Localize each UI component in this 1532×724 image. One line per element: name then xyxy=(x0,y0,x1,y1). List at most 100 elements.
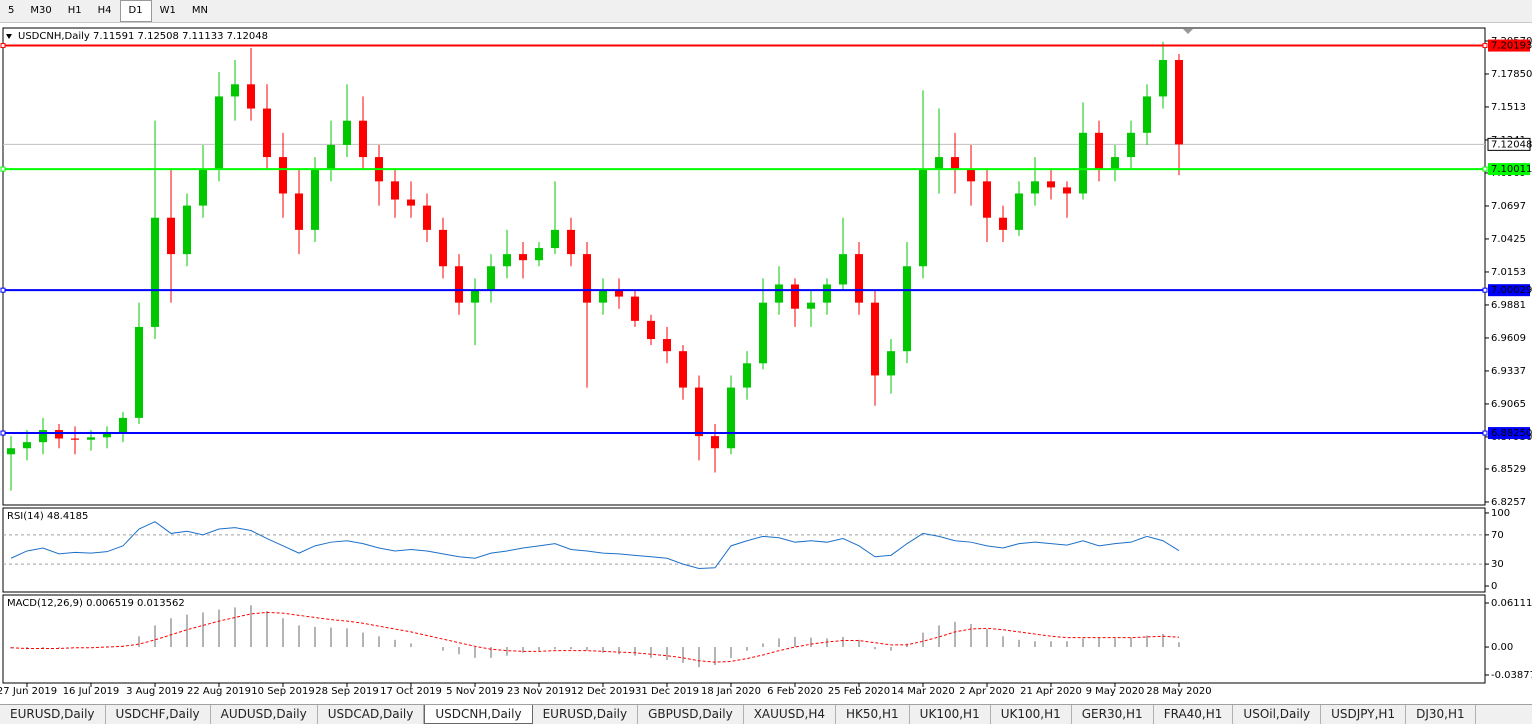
timeframe-button[interactable]: H1 xyxy=(67,5,82,16)
candle-body xyxy=(119,417,127,434)
y-tick-label: 7.0425 xyxy=(1491,234,1526,245)
line-handle xyxy=(1482,430,1488,436)
x-tick-label: 18 Jan 2020 xyxy=(701,686,761,697)
candle-body xyxy=(247,84,255,109)
x-tick-label: 12 Dec 2019 xyxy=(571,686,635,697)
chart-tab[interactable]: USDCAD,Daily xyxy=(318,705,425,724)
x-tick-label: 27 Jun 2019 xyxy=(0,686,57,697)
timeframe-button[interactable]: H4 xyxy=(97,5,112,16)
y-tick-label: 7.17850 xyxy=(1491,69,1532,80)
y-tick-label: 6.9881 xyxy=(1491,300,1526,311)
macd-panel xyxy=(2,594,1486,684)
line-label: 7.10011 xyxy=(1491,164,1532,175)
candle-body xyxy=(295,193,303,230)
candle-body xyxy=(439,229,447,267)
chart-tab[interactable]: USOil,Daily xyxy=(1233,705,1322,724)
candle-body xyxy=(935,157,943,170)
chart-tab[interactable]: UK100,H1 xyxy=(991,705,1072,724)
chart-tab[interactable]: XAUUSD,H4 xyxy=(744,705,837,724)
x-tick-label: 14 Mar 2020 xyxy=(891,686,954,697)
chart-tab[interactable]: USDJPY,H1 xyxy=(1321,705,1407,724)
candle-body xyxy=(999,217,1007,230)
x-tick-label: 17 Oct 2019 xyxy=(380,686,442,697)
candle-body xyxy=(567,229,575,255)
candle-body xyxy=(551,229,559,249)
candle-body xyxy=(1015,193,1023,230)
candle-body xyxy=(471,290,479,303)
chart-tab[interactable]: HK50,H1 xyxy=(836,705,910,724)
candle-body xyxy=(1159,60,1167,97)
chart-tab[interactable]: FRA40,H1 xyxy=(1154,705,1234,724)
x-tick-label: 16 Jul 2019 xyxy=(63,686,120,697)
y-tick-label: 0 xyxy=(1491,581,1497,592)
candle-body xyxy=(71,438,79,440)
candle-body xyxy=(855,254,863,303)
line-label: 7.20193 xyxy=(1491,41,1532,52)
timeframe-toolbar: 5 M30 H1 H4 D1 W1 MN xyxy=(0,0,1532,23)
y-tick-label: 6.9609 xyxy=(1491,333,1526,344)
chart-tabs: EURUSD,Daily USDCHF,Daily AUDUSD,Daily USDC… xyxy=(0,704,1532,724)
x-tick-label: 28 May 2020 xyxy=(1146,686,1211,697)
line-handle xyxy=(0,430,6,436)
candle-body xyxy=(823,284,831,303)
y-tick-label: 0.00 xyxy=(1491,642,1513,653)
candle-body xyxy=(919,169,927,267)
candle-body xyxy=(759,302,767,364)
candle-body xyxy=(1095,132,1103,170)
candle-body xyxy=(599,290,607,303)
chart-tab[interactable]: EURUSD,Daily xyxy=(533,705,639,724)
timeframe-button[interactable]: W1 xyxy=(159,5,176,16)
candle-body xyxy=(183,205,191,255)
timeframe-button[interactable]: MN xyxy=(191,5,208,16)
chart-window: USDCNH,Daily 7.11591 7.12508 7.11133 7.1… xyxy=(0,27,1532,697)
candle-body xyxy=(983,181,991,218)
candle-body xyxy=(23,442,31,449)
candle-body xyxy=(647,320,655,340)
timeframe-button[interactable]: M30 xyxy=(30,5,52,16)
x-tick-label: 6 Feb 2020 xyxy=(767,686,823,697)
candle-body xyxy=(87,437,95,440)
candle-body xyxy=(359,120,367,158)
chart-tab[interactable]: UK100,H1 xyxy=(910,705,991,724)
candle-body xyxy=(519,254,527,261)
chart-tab[interactable]: USDCHF,Daily xyxy=(106,705,211,724)
line-label-box xyxy=(1488,284,1530,297)
candle-body xyxy=(407,199,415,206)
x-tick-label: 21 Apr 2020 xyxy=(1020,686,1082,697)
candle-body xyxy=(55,430,63,439)
chart-tab[interactable]: AUDUSD,Daily xyxy=(211,705,318,724)
rsi-panel xyxy=(2,507,1486,593)
line-label: 6.88250 xyxy=(1491,428,1532,439)
line-handle xyxy=(0,166,6,172)
timeframe-button[interactable]: D1 xyxy=(119,0,152,22)
x-tick-label: 22 Aug 2019 xyxy=(187,686,251,697)
candle-body xyxy=(1175,60,1183,145)
y-tick-label: 6.8257 xyxy=(1491,497,1526,508)
candle-body xyxy=(311,169,319,230)
indicator-title: MACD(12,26,9) 0.006519 0.013562 xyxy=(7,598,185,609)
candle-body xyxy=(679,351,687,388)
x-tick-label: 10 Sep 2019 xyxy=(251,686,314,697)
candle-body xyxy=(743,363,751,388)
candle-body xyxy=(135,326,143,418)
candle-body xyxy=(887,351,895,376)
timeframe-button[interactable]: 5 xyxy=(8,5,15,16)
y-tick-label: 6.9337 xyxy=(1491,366,1526,377)
indicator-title: USDCNH,Daily 7.11591 7.12508 7.11133 7.1… xyxy=(18,31,268,42)
candle-body xyxy=(583,254,591,303)
line-handle xyxy=(1482,166,1488,172)
candle-body xyxy=(775,284,783,303)
candle-body xyxy=(215,96,223,170)
collapse-arrow[interactable] xyxy=(6,34,12,39)
chart-tab[interactable]: DJ30,H1 xyxy=(1406,705,1476,724)
x-tick-label: 23 Nov 2019 xyxy=(507,686,571,697)
signal-line xyxy=(10,611,1180,663)
candle-body xyxy=(1143,96,1151,133)
chart-tab[interactable]: GBPUSD,Daily xyxy=(638,705,744,724)
chart-tab[interactable]: USDCNH,Daily xyxy=(424,705,533,724)
chart-tab[interactable]: EURUSD,Daily xyxy=(0,705,106,724)
chart-tab[interactable]: GER30,H1 xyxy=(1072,705,1154,724)
x-tick-label: 31 Dec 2019 xyxy=(635,686,699,697)
candle-body xyxy=(967,169,975,182)
